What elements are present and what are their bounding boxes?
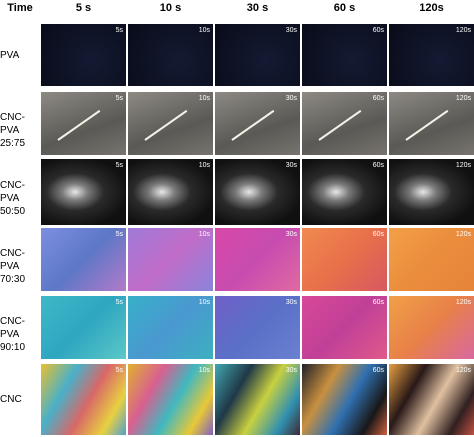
time-stamp: 5s: [115, 367, 123, 374]
micrograph: 30s: [215, 159, 300, 225]
time-stamp: 120s: [455, 299, 471, 306]
time-stamp: 60s: [372, 162, 384, 169]
row-label-line: CNC-PVA: [0, 247, 25, 272]
time-stamp: 5s: [115, 162, 123, 169]
micrograph: 120s: [389, 92, 474, 155]
row-label-line: PVA: [0, 49, 20, 61]
micrograph: 5s: [41, 92, 126, 155]
time-stamp: 60s: [372, 367, 384, 374]
micrograph: 30s: [215, 364, 300, 435]
row-label-line: CNC-PVA: [0, 315, 25, 340]
micrograph: 5s: [41, 24, 126, 86]
time-stamp: 5s: [115, 231, 123, 238]
time-stamp: 120s: [455, 162, 471, 169]
time-stamp: 5s: [115, 95, 123, 102]
time-stamp: 10s: [198, 367, 210, 374]
time-stamp: 60s: [372, 27, 384, 34]
micrograph: 10s: [128, 92, 213, 155]
time-stamp: 30s: [285, 95, 297, 102]
row-label: CNC-PVA 50:50: [0, 179, 40, 218]
corner-label: Time: [7, 2, 33, 14]
time-stamp: 30s: [285, 367, 297, 374]
row-label-line: 25:75: [0, 137, 26, 149]
micrograph: 120s: [389, 364, 474, 435]
time-stamp: 10s: [198, 95, 210, 102]
micrograph: 120s: [389, 228, 474, 291]
time-stamp: 10s: [198, 299, 210, 306]
column-header: 5 s: [75, 2, 92, 14]
micrograph: 5s: [41, 159, 126, 225]
time-stamp: 5s: [115, 27, 123, 34]
time-stamp: 30s: [285, 299, 297, 306]
time-stamp: 120s: [455, 231, 471, 238]
micrograph: 60s: [302, 24, 387, 86]
micrograph: 5s: [41, 296, 126, 359]
row-label-line: CNC-PVA: [0, 180, 25, 204]
column-header: 10 s: [159, 2, 182, 14]
time-stamp: 5s: [115, 299, 123, 306]
row-label-line: 90:10: [0, 341, 26, 353]
micrograph: 30s: [215, 296, 300, 359]
row-label: CNC-PVA 70:30: [0, 247, 40, 286]
micrograph: 60s: [302, 159, 387, 225]
column-header: 60 s: [333, 2, 356, 14]
column-header: 120s: [419, 2, 444, 14]
micrograph: 10s: [128, 296, 213, 359]
micrograph: 5s: [41, 228, 126, 291]
micrograph: 120s: [389, 296, 474, 359]
micrograph: 60s: [302, 364, 387, 435]
time-stamp: 120s: [455, 367, 471, 374]
row-label: CNC-PVA 25:75: [0, 111, 40, 150]
micrograph: 60s: [302, 228, 387, 291]
time-stamp: 120s: [455, 95, 471, 102]
time-stamp: 60s: [372, 231, 384, 238]
micrograph: 120s: [389, 159, 474, 225]
time-stamp: 10s: [198, 27, 210, 34]
row-label-line: CNC: [0, 394, 22, 405]
row-label-line: CNC-PVA: [0, 111, 25, 136]
micrograph: 30s: [215, 92, 300, 155]
row-label: CNC: [0, 393, 40, 406]
micrograph: 30s: [215, 24, 300, 86]
time-stamp: 10s: [198, 162, 210, 169]
time-stamp: 60s: [372, 299, 384, 306]
micrograph: 10s: [128, 364, 213, 435]
time-stamp: 10s: [198, 231, 210, 238]
micrograph: 60s: [302, 92, 387, 155]
micrograph: 10s: [128, 159, 213, 225]
micrograph: 10s: [128, 24, 213, 86]
time-stamp: 60s: [372, 95, 384, 102]
micrograph: 5s: [41, 364, 126, 435]
row-label: PVA: [0, 49, 40, 62]
time-stamp: 120s: [455, 27, 471, 34]
time-stamp: 30s: [285, 162, 297, 169]
time-stamp: 30s: [285, 27, 297, 34]
row-label: CNC-PVA 90:10: [0, 315, 40, 354]
column-header: 30 s: [246, 2, 269, 14]
micrograph: 120s: [389, 24, 474, 86]
micrograph: 30s: [215, 228, 300, 291]
time-stamp: 30s: [285, 231, 297, 238]
row-label-line: 50:50: [0, 206, 26, 217]
micrograph: 10s: [128, 228, 213, 291]
micrograph: 60s: [302, 296, 387, 359]
row-label-line: 70:30: [0, 273, 26, 285]
